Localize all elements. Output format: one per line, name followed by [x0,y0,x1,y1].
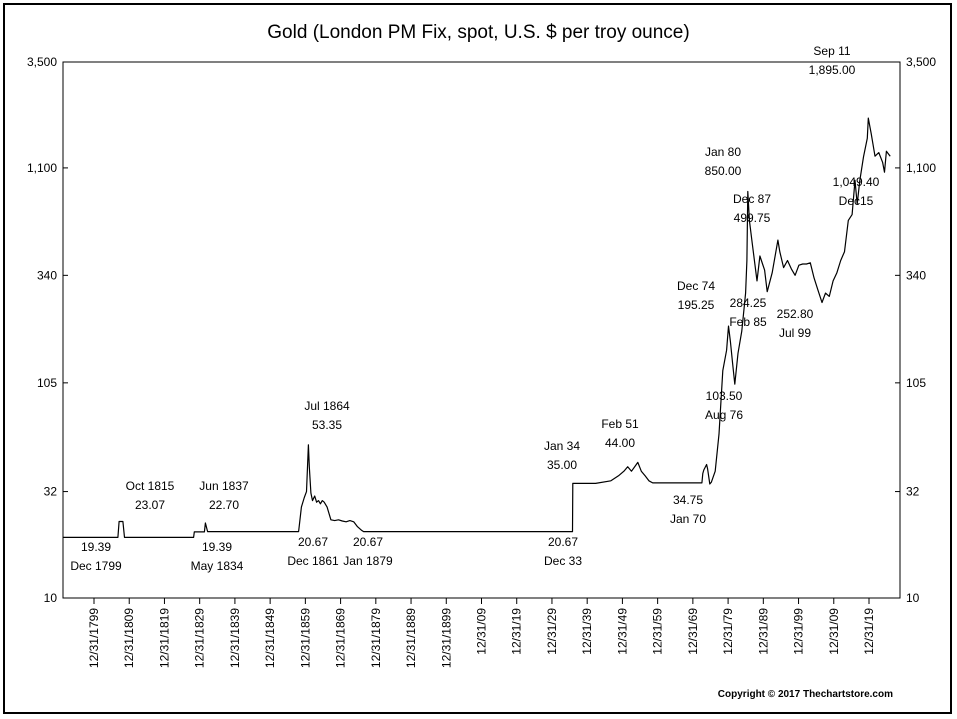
annotation-label: Feb 85 [729,315,767,329]
annotation-label: 22.70 [209,498,239,512]
y-tick-label-left: 1,100 [27,161,57,175]
x-tick-label: 12/31/79 [721,608,735,655]
annotation-label: 53.35 [312,418,342,432]
annotation-label: Dec 87 [733,192,771,206]
annotation-label: 35.00 [547,458,577,472]
x-tick-label: 12/31/59 [651,608,665,655]
annotation-label: Jan 80 [705,145,741,159]
x-tick-label: 12/31/49 [615,608,629,655]
x-tick-label: 12/31/1899 [439,608,453,668]
annotation-label: 19.39 [202,540,232,554]
series-line [63,117,891,538]
y-tick-label-left: 340 [37,268,57,282]
x-tick-label: 12/31/1829 [193,608,207,668]
chart-title: Gold (London PM Fix, spot, U.S. $ per tr… [267,22,690,43]
x-tick-label: 12/31/1799 [87,608,101,668]
annotation-label: 20.67 [548,535,578,549]
x-tick-label: 12/31/1819 [157,608,171,668]
annotation-label: Jul 1864 [304,399,350,413]
annotation-label: Feb 51 [601,417,639,431]
annotation-label: 1,049.40 [833,175,880,189]
x-tick-label: 12/31/09 [475,608,489,655]
annotation-label: 20.67 [298,535,328,549]
y-tick-label-right: 10 [906,591,920,605]
x-tick-label: 12/31/19 [510,608,524,655]
annotation-label: 19.39 [81,540,111,554]
annotation-label: Jun 1837 [199,479,249,493]
annotation-label: Jan 1879 [343,554,393,568]
annotation-label: Aug 76 [705,408,743,422]
x-tick-label: 12/31/69 [686,608,700,655]
x-tick-label: 12/31/29 [545,608,559,655]
x-tick-label: 12/31/99 [792,608,806,655]
x-tick-label: 12/31/1809 [122,608,136,668]
annotation-label: 195.25 [678,298,715,312]
x-tick-label: 12/31/39 [580,608,594,655]
annotation-label: 103.50 [706,389,743,403]
y-tick-label-right: 340 [906,268,926,282]
x-tick-label: 12/31/1859 [298,608,312,668]
annotation-label: 252.80 [777,307,814,321]
x-tick-label: 12/31/1889 [404,608,418,668]
annotation-label: Dec 74 [677,279,715,293]
y-tick-label-left: 10 [44,591,58,605]
x-tick-label: 12/31/09 [827,608,841,655]
annotation-label: Sep 11 [813,44,850,58]
annotation-label: 1,895.00 [809,63,856,77]
y-tick-label-left: 3,500 [27,55,57,69]
y-axis-right: 3,500 1,100 340 105 32 10 [895,55,936,605]
annotation-label: 499.75 [734,211,771,225]
x-tick-label: 12/31/1869 [334,608,348,668]
x-tick-label: 12/31/1849 [263,608,277,668]
chart-frame [3,3,952,714]
annotation-label: May 1834 [191,559,244,573]
annotation-label: Dec 33 [544,554,582,568]
x-tick-label: 12/31/19 [862,608,876,655]
y-tick-label-right: 1,100 [906,161,936,175]
annotation-label: Oct 1815 [126,479,175,493]
annotation-label: Jul 99 [779,326,811,340]
annotation-label: 284.25 [730,296,767,310]
annotation-label: Dec 1799 [70,559,122,573]
annotation-label: 850.00 [705,164,742,178]
annotation-label: 34.75 [673,493,703,507]
annotation-label: 23.07 [135,498,165,512]
annotation-label: Jan 34 [544,439,580,453]
y-tick-label-left: 32 [44,485,58,499]
y-tick-label-right: 32 [906,485,920,499]
x-tick-label: 12/31/1839 [228,608,242,668]
annotation-label: Jan 70 [670,512,706,526]
y-axis-left: 3,500 1,100 340 105 32 10 [27,55,68,605]
y-tick-label-right: 3,500 [906,55,936,69]
annotation-label: Dec15 [839,194,874,208]
annotation-label: 44.00 [605,436,635,450]
y-tick-label-left: 105 [37,376,57,390]
plot-area [62,61,901,599]
x-tick-label: 12/31/89 [756,608,770,655]
annotation-label: 20.67 [353,535,383,549]
x-tick-label: 12/31/1879 [369,608,383,668]
x-axis: 12/31/1799 12/31/1809 12/31/1819 12/31/1829… [87,598,876,668]
y-tick-label-right: 105 [906,376,926,390]
annotations: 19.39 Dec 1799 Oct 1815 23.07 Jun 1837 22.70 1… [70,44,879,573]
annotation-label: Dec 1861 [287,554,339,568]
copyright-text: Copyright © 2017 Thechartstore.com [717,689,893,700]
